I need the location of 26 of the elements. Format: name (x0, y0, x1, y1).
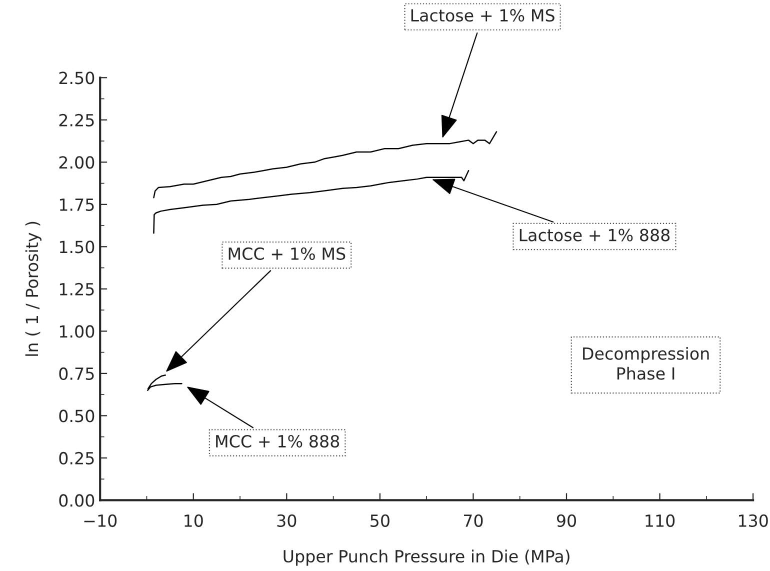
y-tick-label: 1.00 (60, 325, 94, 338)
x-tick-label: 90 (556, 514, 576, 527)
x-tick-label: 110 (646, 514, 675, 527)
y-tick-label: 0.25 (59, 452, 94, 465)
y-tick-label: 1.50 (60, 240, 94, 254)
y-axis-title: ln ( 1 / Porosity ) (25, 222, 42, 356)
x-tick-label: −10 (84, 514, 117, 527)
y-tick-label: 1.25 (60, 282, 94, 296)
y-tick-label: 0.00 (59, 494, 94, 507)
y-tick-label: 2.50 (59, 72, 94, 84)
x-tick-label: 10 (184, 514, 203, 527)
text: MCC + 1% MS (228, 247, 346, 260)
x-tick-label: 50 (370, 514, 390, 527)
text: Lactose + 1% 888 (520, 228, 670, 242)
y-tick-label: 2.25 (59, 114, 94, 126)
annotation: Decompression Phase I (583, 346, 709, 380)
text: Lactose + 1% MS (411, 9, 554, 22)
y-tick-label: 0.75 (59, 367, 94, 380)
x-tick-label: 70 (464, 514, 483, 527)
text: MCC + 1% 888 (216, 434, 340, 448)
x-axis-title: Upper Punch Pressure in Die (MPa) (284, 550, 570, 566)
x-tick-label: 30 (277, 514, 296, 527)
y-tick-label: 1.75 (60, 198, 94, 211)
x-tick-label: 130 (738, 514, 768, 527)
y-tick-label: 2.00 (59, 156, 94, 169)
y-tick-label: 0.50 (59, 410, 94, 422)
